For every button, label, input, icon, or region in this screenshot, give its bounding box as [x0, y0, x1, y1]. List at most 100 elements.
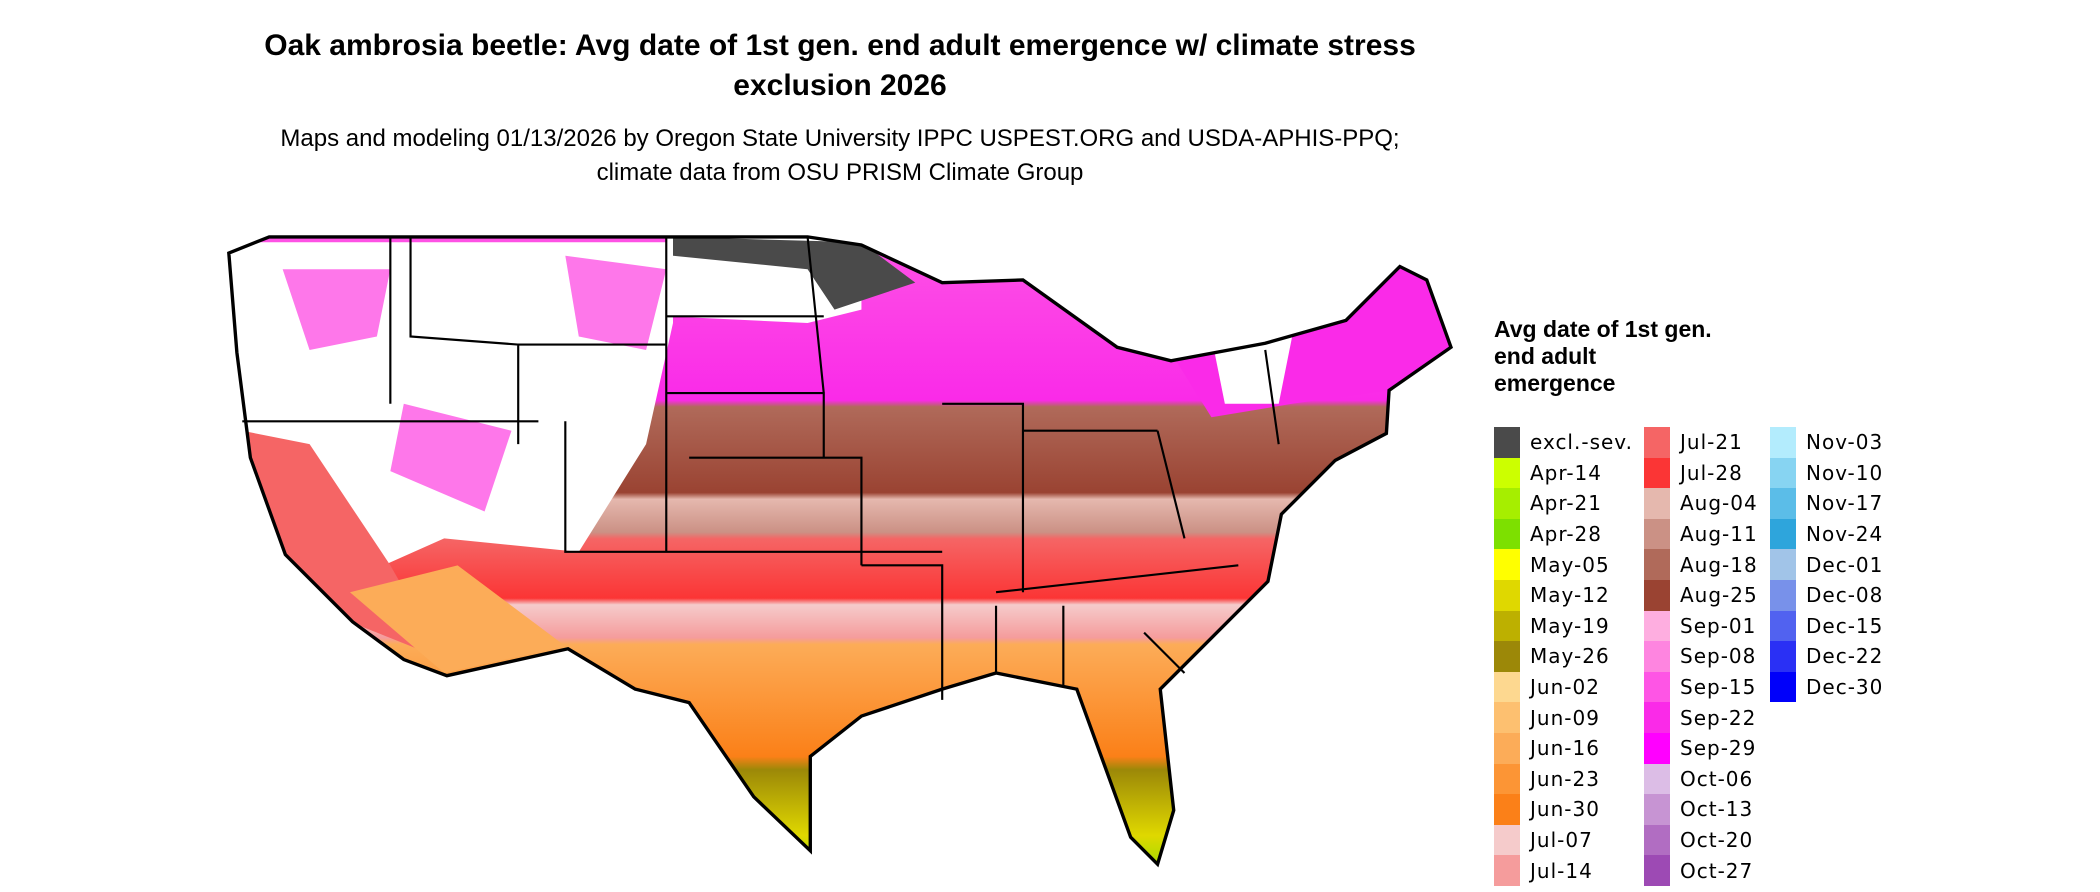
legend-item: Nov-10: [1770, 457, 1883, 489]
legend-item: Sep-15: [1644, 671, 1758, 703]
legend-swatch: [1494, 579, 1520, 611]
legend-item: Sep-29: [1644, 732, 1758, 764]
legend-swatch: [1644, 579, 1670, 611]
legend-swatch: [1494, 427, 1520, 458]
legend-item: Oct-27: [1644, 855, 1758, 886]
legend-label: Aug-18: [1680, 552, 1758, 577]
legend-label: Jul-07: [1530, 828, 1593, 853]
legend-item: Oct-20: [1644, 824, 1758, 856]
legend-item: Apr-21: [1494, 488, 1633, 519]
legend-label: Oct-13: [1680, 797, 1754, 822]
legend-swatch: [1770, 641, 1796, 672]
legend-label: Sep-22: [1680, 705, 1757, 730]
legend-swatch: [1644, 641, 1670, 672]
legend-item: Dec-15: [1770, 610, 1884, 642]
legend-label: Apr-28: [1530, 522, 1602, 547]
legend-label: Jul-14: [1530, 858, 1593, 883]
legend-item: Aug-11: [1644, 518, 1758, 550]
legend-column: excl.-sev. Apr-14 Apr-21 Apr-28 May-05 May-12…: [1494, 427, 1633, 886]
legend-swatch: [1644, 671, 1670, 703]
legend-swatch: [1770, 518, 1796, 550]
legend-column: Nov-03 Nov-10 Nov-17 Nov-24 Dec-01 Dec-08 Dec-…: [1770, 427, 1884, 703]
legend-label: Jun-16: [1530, 736, 1600, 761]
legend-item: Jun-02: [1494, 671, 1633, 703]
legend-label: Aug-25: [1680, 583, 1758, 608]
legend-label: Sep-15: [1680, 675, 1757, 700]
legend-item: Jun-23: [1494, 763, 1633, 795]
legend-item: Nov-24: [1770, 518, 1884, 550]
legend-label: excl.-sev.: [1530, 430, 1633, 455]
legend-swatch: [1644, 518, 1670, 550]
legend-label: Nov-03: [1806, 430, 1884, 455]
legend-item: May-19: [1494, 610, 1633, 642]
legend-label: Dec-15: [1806, 613, 1884, 638]
legend-swatch: [1494, 671, 1520, 703]
legend-label: Jul-28: [1680, 460, 1743, 485]
legend-swatch: [1494, 488, 1520, 519]
legend-label: Sep-29: [1680, 736, 1757, 761]
legend-swatch: [1644, 824, 1670, 856]
legend-swatch: [1494, 549, 1520, 580]
legend-column: Jul-21 Jul-28 Aug-04 Aug-11 Aug-18 Aug-25 Sep-…: [1644, 427, 1758, 886]
legend-label: Aug-11: [1680, 522, 1758, 547]
legend-item: Aug-18: [1644, 549, 1758, 580]
legend-item: Nov-17: [1770, 488, 1883, 519]
state-borders: [242, 236, 1280, 700]
legend-label: Dec-30: [1806, 675, 1884, 700]
legend-swatch: [1644, 549, 1670, 580]
legend-swatch: [1770, 671, 1796, 703]
legend-item: May-12: [1494, 579, 1633, 611]
legend-swatch: [1494, 794, 1520, 825]
legend-label: Apr-14: [1530, 460, 1602, 485]
legend-swatch: [1494, 702, 1520, 733]
legend-swatch: [1494, 763, 1520, 795]
legend-label: Jun-30: [1530, 797, 1600, 822]
legend-label: Jun-23: [1530, 766, 1600, 791]
legend-item: Oct-06: [1644, 763, 1758, 795]
legend-item: Jun-16: [1494, 732, 1633, 764]
legend-item: Aug-04: [1644, 488, 1758, 519]
legend-label: Dec-22: [1806, 644, 1884, 669]
legend-label: Apr-21: [1530, 491, 1602, 516]
map-title: Oak ambrosia beetle: Avg date of 1st gen…: [264, 29, 1416, 102]
legend-item: Jul-28: [1644, 457, 1758, 489]
us-map: [227, 235, 1453, 866]
legend-swatch: [1770, 457, 1796, 489]
legend-item: Jul-07: [1494, 824, 1633, 856]
legend-swatch: [1494, 518, 1520, 550]
legend-item: May-05: [1494, 549, 1633, 580]
legend-item: Jul-14: [1494, 855, 1633, 886]
legend-label: Oct-20: [1680, 828, 1754, 853]
legend-item: Jun-09: [1494, 702, 1633, 733]
legend-swatch: [1770, 427, 1796, 458]
excluded-severe-region: [673, 236, 916, 310]
legend-item: Nov-03: [1770, 427, 1883, 458]
legend-item: Apr-28: [1494, 518, 1633, 550]
legend-swatch: [1770, 488, 1796, 519]
legend-label: Oct-06: [1680, 766, 1754, 791]
legend-item: Oct-13: [1644, 794, 1758, 825]
legend-swatch: [1494, 641, 1520, 672]
legend-label: Oct-27: [1680, 858, 1754, 883]
legend-item: Jul-21: [1644, 427, 1758, 458]
legend-item: Dec-01: [1770, 549, 1883, 580]
legend-label: Jun-09: [1530, 705, 1600, 730]
legend-swatch: [1770, 549, 1796, 580]
legend-label: Nov-17: [1806, 491, 1884, 516]
legend-swatch: [1644, 855, 1670, 886]
legend-swatch: [1494, 457, 1520, 489]
legend-swatch: [1644, 702, 1670, 733]
legend-label: Nov-24: [1806, 522, 1884, 547]
map-subtitle: Maps and modeling 01/13/2026 by Oregon S…: [280, 125, 1400, 186]
legend-label: Jul-21: [1680, 430, 1743, 455]
legend-label: Aug-04: [1680, 491, 1758, 516]
legend-swatch: [1494, 732, 1520, 764]
legend-item: Dec-08: [1770, 579, 1884, 611]
legend-label: May-26: [1530, 644, 1610, 669]
legend-title: Avg date of 1st gen. end adult emergence: [1494, 316, 1712, 396]
legend-swatch: [1494, 855, 1520, 886]
legend-label: Dec-08: [1806, 583, 1884, 608]
legend-item: Sep-01: [1644, 610, 1758, 642]
legend-swatch: [1494, 610, 1520, 642]
legend-label: Sep-08: [1680, 644, 1757, 669]
